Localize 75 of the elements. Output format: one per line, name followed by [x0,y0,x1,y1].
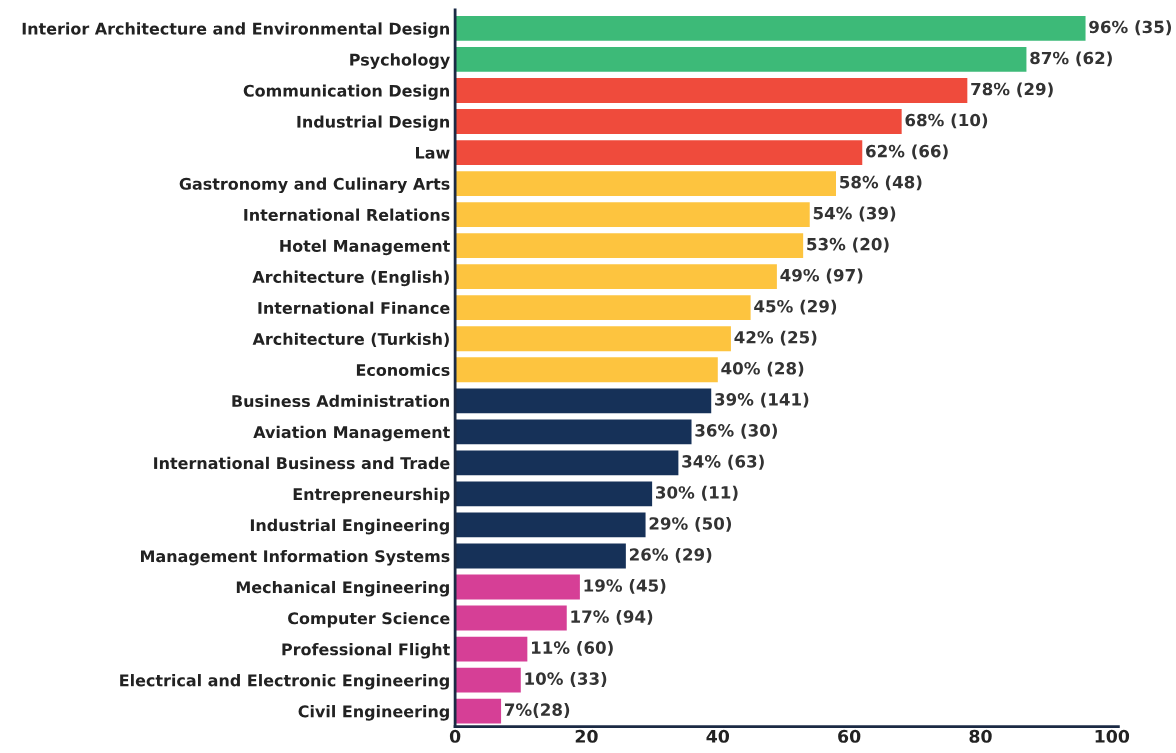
bar [455,357,718,383]
bar [455,140,863,165]
y-tick-label: Law [416,146,450,159]
x-tick-label: 0 [449,729,461,743]
bar [455,512,646,538]
data-label: 36% (30) [695,423,777,439]
y-tick-label: Business Administration [232,394,450,408]
bar [455,636,528,662]
y-tick-label: Industrial Engineering [250,518,449,535]
data-label: 30% (11) [656,485,738,501]
y-tick-label: Computer Science [288,611,450,628]
data-label: 7%(28) [504,703,570,718]
x-tick-label: 60 [838,729,861,743]
bar [455,326,731,352]
bar [455,16,1086,41]
bar [455,78,968,103]
bar [455,47,1027,72]
y-tick-label: Psychology [350,53,450,69]
bar [455,295,751,321]
bar [455,388,712,414]
y-tick-label: Gastronomy and Culinary Arts [179,177,450,194]
bar [455,264,777,290]
y-tick-label: Entrepreneurship [293,487,450,504]
y-tick-label: International Finance [258,301,450,314]
x-tick-label: 20 [575,729,598,743]
y-tick-label: Economics [356,363,450,377]
y-tick-label: Mechanical Engineering [236,580,449,597]
x-tick-label: 80 [969,729,992,743]
data-label: 45% (29) [754,299,837,315]
bar [455,698,502,724]
y-tick-label: Industrial Design [297,115,450,132]
y-tick-label: Interior Architecture and Environmental Design [22,22,450,38]
data-label: 26% (29) [629,547,712,563]
bar [455,233,804,259]
data-label: 68% (10) [905,113,988,129]
y-tick-label: Aviation Management [253,425,450,442]
y-tick-label: Management Information Systems [141,549,450,566]
y-tick-label: Professional Flight [282,642,450,659]
data-label: 11% (60) [532,641,613,656]
data-label: 17% (94) [571,609,653,625]
data-label: 53% (20) [807,237,889,253]
y-tick-label: Civil Engineering [298,705,449,721]
bar [455,202,810,228]
x-tick-label: 100 [1095,729,1130,743]
data-label: 49% (97) [780,268,863,284]
y-tick-label: Architecture (English) [252,270,449,287]
bar [455,450,679,476]
data-label: 62% (66) [866,144,948,160]
bar [455,419,692,445]
data-label: 34% (63) [682,454,764,470]
bar [455,171,836,196]
bar [455,543,626,569]
data-label: 58% (48) [840,175,922,191]
data-label: 10% (33) [525,672,607,687]
x-tick-label: 40 [706,729,730,743]
data-label: 39% (141) [715,392,809,408]
bar [455,109,902,134]
data-label: 87% (62) [1030,51,1112,67]
y-tick-label: International Relations [244,208,450,221]
data-label: 54% (39) [813,206,896,222]
bar [455,574,580,600]
data-label: 29% (50) [649,516,732,532]
y-tick-label: Hotel Management [280,239,450,256]
data-label: 19% (45) [584,578,666,594]
y-tick-label: Communication Design [243,84,449,100]
y-tick-label: Electrical and Electronic Engineering [120,674,449,690]
bar [455,667,521,693]
bar [455,605,567,631]
data-label: 40% (28) [721,361,804,377]
data-label: 96% (35) [1089,20,1172,36]
y-tick-label: International Business and Trade [154,456,450,470]
bar [455,481,653,507]
y-tick-label: Architecture (Turkish) [252,332,449,347]
data-label: 42% (25) [734,330,817,346]
data-label: 78% (29) [971,82,1053,98]
